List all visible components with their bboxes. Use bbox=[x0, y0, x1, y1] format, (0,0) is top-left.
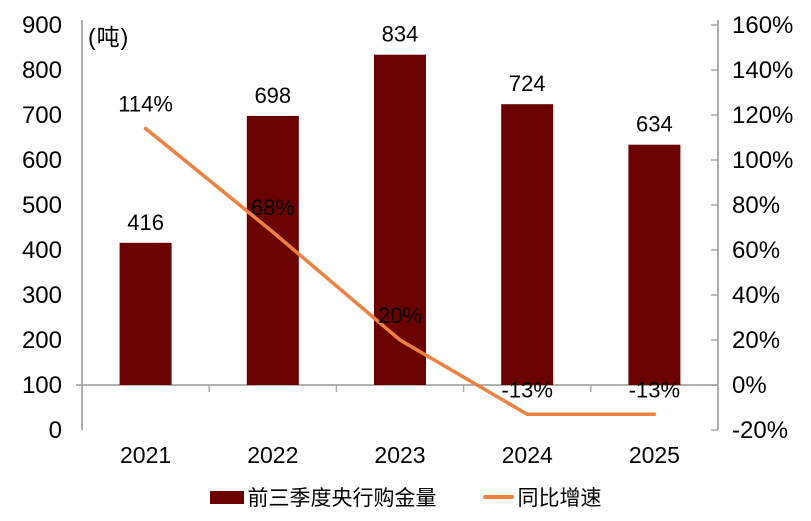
legend-line-label: 同比增速 bbox=[517, 487, 602, 510]
bar-value-label: 834 bbox=[382, 22, 419, 47]
bar-2023 bbox=[374, 54, 426, 385]
x-axis-category-label: 2023 bbox=[374, 442, 425, 468]
line-value-label: 20% bbox=[378, 303, 422, 328]
bar-2021 bbox=[119, 242, 172, 385]
line-value-label: -13% bbox=[629, 377, 680, 402]
left-axis-tick-label: 0 bbox=[49, 417, 62, 444]
bar-value-label: 724 bbox=[509, 71, 546, 96]
line-value-label: 68% bbox=[251, 195, 295, 220]
right-axis-tick-label: -20% bbox=[732, 417, 788, 444]
legend-item-line: 同比增速 bbox=[482, 482, 602, 512]
left-axis-tick-label: 900 bbox=[22, 12, 62, 39]
right-axis-tick-label: 80% bbox=[732, 192, 780, 219]
left-axis-tick-label: 700 bbox=[22, 102, 62, 129]
legend-bar-label: 前三季度央行购金量 bbox=[247, 487, 437, 510]
growth-line bbox=[143, 126, 657, 416]
right-axis-tick-label: 40% bbox=[732, 282, 780, 309]
left-axis-tick-label: 200 bbox=[22, 327, 62, 354]
chart-legend: 前三季度央行购金量 同比增速 bbox=[0, 482, 811, 512]
x-axis-category-label: 2022 bbox=[247, 442, 298, 468]
line-value-label: -13% bbox=[502, 377, 553, 402]
right-axis-tick-label: 160% bbox=[732, 12, 793, 39]
left-axis-tick-label: 100 bbox=[22, 372, 62, 399]
line-series-swatch-icon bbox=[482, 495, 514, 499]
bar-value-label: 698 bbox=[254, 83, 291, 108]
x-axis-category-label: 2025 bbox=[629, 442, 680, 468]
left-axis-tick-label: 400 bbox=[22, 237, 62, 264]
left-axis-tick-label: 800 bbox=[22, 57, 62, 84]
bar-2024 bbox=[501, 104, 554, 385]
left-axis-tick-label: 600 bbox=[22, 147, 62, 174]
line-value-label: 114% bbox=[118, 92, 173, 117]
bar-2025 bbox=[628, 144, 681, 385]
right-axis-tick-label: 140% bbox=[732, 57, 793, 84]
left-axis-tick-label: 500 bbox=[22, 192, 62, 219]
legend-item-bar: 前三季度央行购金量 bbox=[209, 482, 437, 512]
bar-value-label: 634 bbox=[636, 112, 673, 137]
right-axis-tick-label: 100% bbox=[732, 147, 793, 174]
x-axis-category-label: 2024 bbox=[502, 442, 553, 468]
bar-value-label: 416 bbox=[127, 210, 164, 235]
bar-series-swatch-icon bbox=[209, 490, 244, 504]
right-axis-tick-label: 120% bbox=[732, 102, 793, 129]
right-axis-tick-label: 0% bbox=[732, 372, 767, 399]
bar-2022 bbox=[246, 115, 299, 386]
axis-unit-label: (吨) bbox=[88, 24, 130, 50]
x-axis-category-label: 2021 bbox=[120, 442, 171, 468]
left-axis-tick-label: 300 bbox=[22, 282, 62, 309]
right-axis-tick-label: 60% bbox=[732, 237, 780, 264]
right-axis-tick-label: 20% bbox=[732, 327, 780, 354]
